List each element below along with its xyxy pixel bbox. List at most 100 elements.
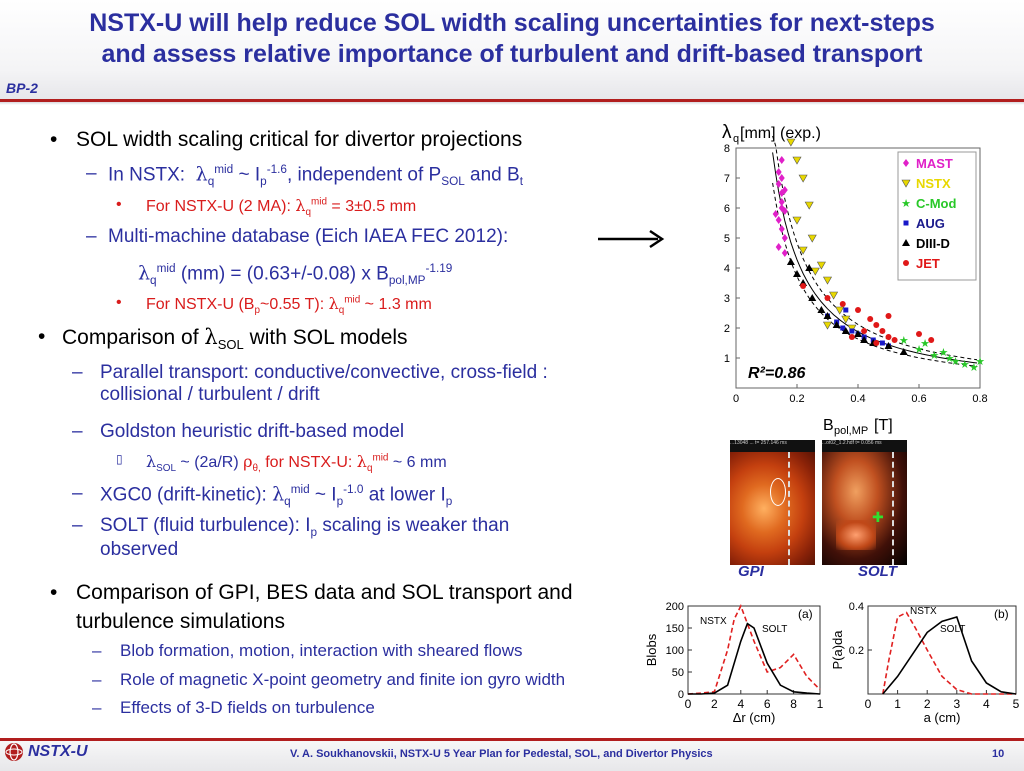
x-tick-label: 1 [817, 697, 824, 711]
bullet-dot: • [50, 128, 58, 151]
nstx-point [841, 315, 851, 324]
panel-label: (a) [798, 607, 813, 621]
svg-text:[T]: [T] [874, 417, 893, 434]
jet-point [800, 283, 807, 289]
arrow-icon [598, 229, 665, 249]
legend-label: DIII-D [916, 236, 950, 251]
series-line-nstx [882, 611, 1016, 695]
bullet-1: • SOL width scaling critical for diverto… [50, 128, 523, 151]
diiid-point [808, 294, 817, 301]
cmod-point: ★ [960, 359, 970, 371]
aug-point [840, 325, 846, 331]
aug-point [903, 220, 909, 226]
bullet-1-sub-1-detail: • For NSTX-U (2 MA): λqmid = 3±0.5 mm [116, 196, 417, 219]
mast-point [781, 234, 788, 242]
svg-text:B: B [823, 417, 834, 434]
footer-bar [0, 738, 1024, 771]
nstx-point [822, 276, 833, 285]
mast-point [778, 225, 785, 233]
nstx-point [901, 179, 911, 188]
y-tick-label: 7 [724, 173, 730, 185]
jet-point [885, 313, 892, 319]
y-tick-label: 5 [724, 233, 730, 245]
x-tick-label: 6 [764, 697, 771, 711]
slide-tag: BP-2 [6, 80, 38, 96]
mast-point [775, 168, 782, 176]
bullet-3: • Comparison of GPI, BES data and SOL tr… [50, 581, 573, 633]
bullet-2-sub-2-detail: ▯ λSOL ~ (2a/R) ρθ, for NSTX-U: λqmid ~ … [116, 452, 447, 475]
diiid-point [841, 327, 850, 334]
x-tick-label: 0 [865, 697, 872, 711]
gpi-image: ...13048 ... t= 257.146 ms [730, 440, 815, 565]
y-axis-label: P(a)da [830, 630, 845, 670]
diiid-point [786, 258, 795, 265]
mast-point [781, 249, 788, 257]
x-tick-label: 0 [733, 393, 739, 405]
bullet-1-sub-2: – Multi-machine database (Eich IAEA FEC … [86, 226, 509, 247]
nstx-point [792, 156, 802, 165]
cmod-point: ★ [975, 356, 985, 368]
jet-point [916, 331, 922, 337]
y-tick-label: 1 [724, 353, 730, 365]
diiid-point [860, 336, 869, 343]
cmod-point: ★ [914, 344, 924, 356]
svg-text:[mm] (exp.): [mm] (exp.) [740, 125, 821, 142]
jet-point [891, 337, 898, 343]
x-tick-label: 0 [685, 697, 692, 711]
mast-point [778, 204, 785, 212]
mast-point [781, 207, 788, 215]
jet-point [928, 337, 935, 343]
mast-point [781, 186, 788, 194]
x-tick-label: 0.8 [972, 393, 987, 405]
jet-point [824, 295, 831, 301]
svg-text:q: q [733, 133, 739, 145]
series-label-solt: SOLT [940, 624, 965, 635]
series-line-solt [882, 616, 1017, 695]
bullet-2-sub-1: – Parallel transport: conductive/convect… [72, 362, 548, 405]
x-tick-label: 4 [737, 697, 744, 711]
jet-point [873, 322, 880, 328]
y-tick-label: 150 [666, 623, 684, 635]
cmod-point: ★ [969, 362, 979, 374]
title-line-2: and assess relative importance of turbul… [101, 40, 923, 68]
legend-box [897, 151, 977, 281]
series-line-nstx [687, 604, 821, 695]
legend-label: NSTX [916, 176, 951, 191]
series-line-solt [688, 622, 821, 695]
cmod-point: ★ [945, 353, 955, 365]
title-bar [0, 0, 1024, 100]
legend-label: C-Mod [916, 196, 956, 211]
mast-point [903, 159, 909, 167]
nstx-point [822, 321, 833, 330]
panel-label: (b) [994, 607, 1009, 621]
x-tick-label: 0.2 [789, 393, 804, 405]
series-label-nstx: NSTX [910, 606, 937, 617]
nstx-logo-icon [5, 743, 23, 761]
diiid-point [805, 264, 814, 271]
nstx-point [804, 201, 814, 210]
cmod-point: ★ [929, 350, 939, 362]
jet-point [848, 334, 855, 340]
mast-point [778, 156, 785, 164]
aug-point [879, 340, 885, 346]
y-tick-label: 0.2 [849, 645, 864, 657]
eich-formula: λqmid (mm) = (0.63+/-0.08) x Bpol,MP-1.1… [138, 262, 453, 288]
cmod-point: ★ [951, 356, 961, 368]
series-label-solt: SOLT [762, 624, 787, 635]
bullet-3-sub-2: – Role of magnetic X-point geometry and … [92, 670, 566, 689]
x-tick-label: 2 [924, 697, 931, 711]
cmod-point: ★ [938, 347, 948, 359]
y-tick-label: 4 [724, 263, 730, 275]
nstx-point [807, 234, 817, 243]
mast-point [772, 210, 779, 218]
bullet-3-sub-3: – Effects of 3-D fields on turbulence [92, 698, 375, 717]
y-tick-label: 0.4 [849, 601, 864, 613]
x-tick-label: 1 [894, 697, 901, 711]
bullet-3-sub-1: – Blob formation, motion, interaction wi… [92, 641, 523, 660]
cmod-point: ★ [920, 338, 930, 350]
series-label-nstx: NSTX [700, 616, 727, 627]
chart-y-title-lambda: λ [722, 122, 732, 143]
